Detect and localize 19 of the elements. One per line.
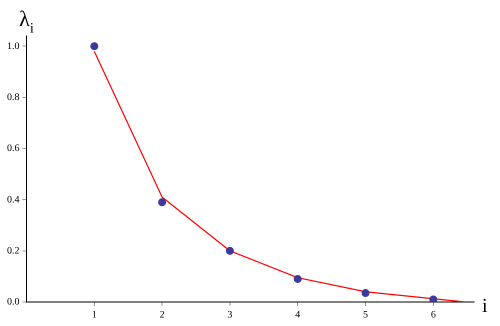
point — [90, 42, 98, 50]
x-tick-label: 4 — [295, 310, 300, 321]
y-tick-label: 0.0 — [7, 296, 20, 308]
x-tick-label: 6 — [430, 310, 436, 321]
point — [294, 274, 302, 283]
x-tick-label: 1 — [92, 310, 97, 321]
point — [226, 246, 234, 255]
point — [158, 198, 166, 206]
y-tick-label: 0.8 — [7, 92, 20, 104]
y-tick-label: 0.4 — [7, 194, 20, 206]
y-tick-label: 0.6 — [7, 143, 20, 154]
y-tick-label: 1.0 — [7, 40, 20, 52]
x-tick-label: 5 — [363, 310, 368, 321]
x-axis-title: i — [482, 295, 488, 317]
x-tick-label: 2 — [160, 310, 165, 321]
x-tick-label: 3 — [227, 310, 232, 321]
point — [429, 295, 438, 302]
y-tick-label: 0.2 — [7, 245, 20, 256]
point — [362, 289, 370, 298]
